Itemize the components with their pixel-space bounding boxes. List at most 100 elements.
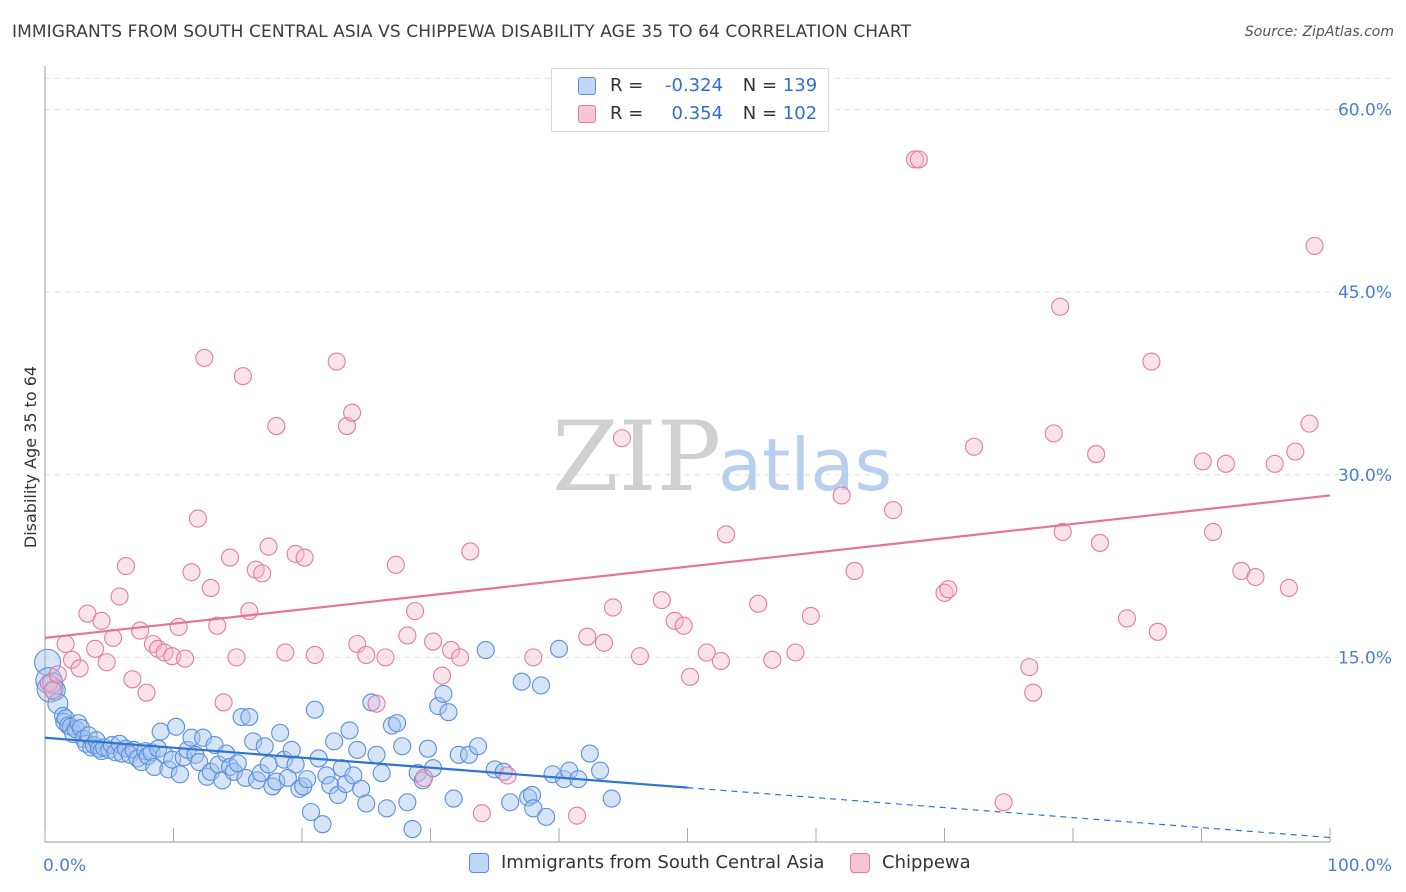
data-point-pink [43,681,62,700]
data-point-pink [630,647,650,666]
data-point-blue [372,763,391,783]
data-point-pink [195,348,214,367]
data-point-pink [253,564,272,583]
legend-swatch-pink [850,853,870,873]
data-point-blue [240,707,259,727]
data-point-blue [357,794,376,813]
data-point-pink [603,598,623,617]
data-point-pink [1279,578,1298,598]
data-point-blue [449,745,468,764]
data-point-pink [56,634,75,654]
data-point-blue [602,789,621,808]
data-point-blue [255,737,274,756]
series-pink-points [39,150,1324,825]
data-point-pink [386,555,405,574]
data-point-blue [282,740,301,759]
data-point-pink [594,633,614,652]
data-point-pink [376,648,395,667]
data-point-pink [220,548,240,567]
data-point-pink [110,587,129,606]
x-tick-label: 100.0% [1327,856,1392,876]
data-point-blue [522,785,542,805]
data-point-blue [244,732,263,751]
data-point-pink [86,639,105,658]
data-point-blue [393,737,412,756]
data-point-pink [182,563,201,582]
data-point-pink [461,542,480,561]
x-tick-label: 0.0% [43,856,86,876]
data-point-blue [591,761,610,780]
legend-label-pink: Chippewa [882,852,971,873]
watermark: ZIP atlas [552,401,892,513]
data-point-blue [537,807,556,826]
data-point-pink [116,557,136,576]
data-point-pink [169,617,188,636]
data-point-pink [137,683,156,702]
data-point-pink [276,643,295,662]
data-point-pink [665,611,684,630]
data-point-pink [1204,522,1223,542]
data-point-blue [403,819,422,839]
data-point-blue [524,799,543,818]
data-point-pink [1053,522,1072,542]
data-point-blue [512,672,531,691]
y-axis-label: Disability Age 35 to 64 [21,366,40,548]
data-point-blue [434,684,453,703]
data-point-pink [845,561,864,580]
data-point-blue [344,766,363,785]
data-point-pink [208,616,227,635]
data-point-blue [388,714,407,733]
data-point-pink [424,632,443,651]
legend-n-value: 139 [782,75,818,96]
data-point-pink [763,650,782,669]
legend-r-label: R = [610,103,644,124]
watermark-atlas: atlas [718,423,892,507]
data-point-pink [716,525,736,544]
data-point-pink [1024,683,1043,702]
series-legend: Immigrants from South Central Asia Chipp… [0,852,1406,878]
data-point-pink [1090,533,1110,552]
legend-n-label: N = [742,103,778,124]
data-point-pink [406,602,425,621]
data-point-pink [1305,236,1324,255]
data-point-blue [286,755,305,774]
data-point-blue [232,707,251,727]
data-point-blue [313,815,332,834]
data-point-pink [909,150,928,169]
data-point-pink [451,648,470,667]
data-point-pink [92,611,111,630]
data-point-blue [398,793,417,812]
data-point-pink [994,793,1013,812]
data-point-pink [398,626,417,645]
data-point-pink [295,548,314,567]
data-point-blue [228,754,247,773]
legend-n-value: 102 [782,103,818,124]
data-point-pink [176,649,195,668]
data-point-pink [1265,454,1284,473]
watermark-zip: ZIP [552,401,721,513]
data-point-blue [382,716,402,735]
data-point-blue [145,757,164,777]
data-point-blue [377,799,396,818]
data-point-pink [1216,454,1235,473]
data-point-blue [305,700,324,719]
data-point-blue [468,737,488,756]
legend-r-value: -0.324 [665,75,724,96]
data-point-blue [167,717,186,736]
data-point-pink [749,594,768,613]
data-point-pink [214,693,233,712]
data-point-pink [442,641,461,660]
data-point-blue [35,666,63,695]
trend-line-blue-extrapolated [687,787,1331,839]
data-point-pink [1044,424,1063,443]
data-point-pink [1246,567,1265,587]
data-point-blue [501,793,520,812]
data-point-pink [801,606,820,626]
data-point-pink [1300,414,1319,433]
data-point-blue [190,753,209,772]
data-point-pink [259,537,278,556]
y-tick-label: 45.0% [1338,283,1392,303]
trend-line-pink [44,494,1331,639]
data-point-pink [201,578,220,598]
